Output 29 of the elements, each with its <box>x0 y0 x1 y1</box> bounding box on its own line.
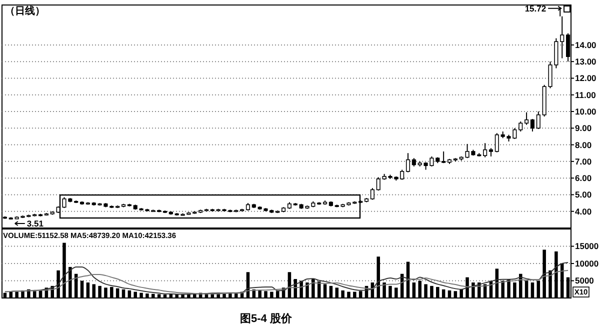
candlestick <box>524 112 529 126</box>
y-tick-label: 10.00 <box>575 106 597 116</box>
candlestick <box>406 152 410 173</box>
y-tick-label: 9.00 <box>575 123 592 134</box>
candlestick <box>536 111 540 130</box>
y-tick-label: 13.00 <box>575 56 597 67</box>
y-tick-label: 6.00 <box>575 173 592 184</box>
y-tick-label: 14.00 <box>575 40 597 50</box>
annotation: 15.72 <box>524 3 546 14</box>
candlestick <box>483 142 488 158</box>
caption: 图5-4 股价 <box>240 312 293 325</box>
y-tick-label: 5.00 <box>575 190 592 200</box>
y-tick-label: 15000 <box>575 241 599 252</box>
line-series <box>4 262 569 295</box>
y-tick-label: 5000 <box>575 276 594 286</box>
candlestick <box>494 132 499 153</box>
chart-title: （日线） <box>5 5 45 17</box>
line-series <box>4 270 569 294</box>
y-tick-label: 8.00 <box>575 140 592 150</box>
candlestick <box>518 120 523 132</box>
candlestick <box>376 176 380 192</box>
y-tick-label: 11.00 <box>575 90 596 100</box>
y-tick-label: 10000 <box>575 258 599 268</box>
candlestick <box>560 16 564 59</box>
annotation: 3.51 <box>26 218 44 228</box>
y-tick-label: 12.00 <box>575 73 597 84</box>
y-tick-label: 4.00 <box>575 206 592 216</box>
y-tick-label: 7.00 <box>575 156 592 166</box>
candlestick <box>530 118 535 132</box>
